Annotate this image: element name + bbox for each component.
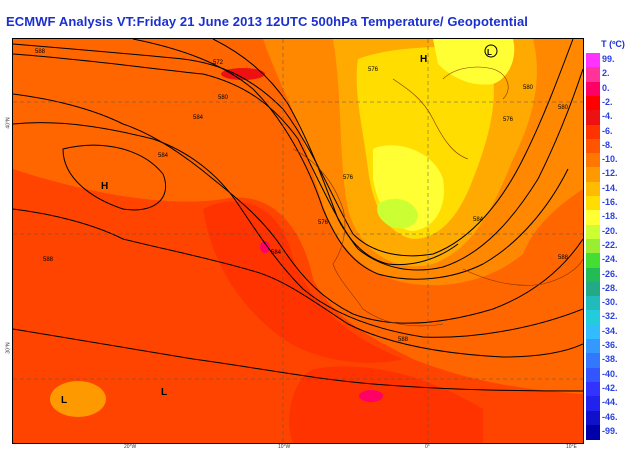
graticule bbox=[13, 39, 583, 443]
legend-label: -42. bbox=[602, 382, 618, 393]
lon-label: 0° bbox=[425, 444, 430, 450]
hot-spot-south bbox=[359, 390, 383, 402]
contour-label-group: 588 584 576 572 580 584 588 576 584 576 … bbox=[35, 49, 569, 343]
coastlines bbox=[292, 66, 583, 327]
map-title: ECMWF Analysis VT:Friday 21 June 2013 12… bbox=[6, 14, 528, 29]
legend-label: -36. bbox=[602, 340, 618, 350]
legend-label: -8. bbox=[602, 139, 613, 150]
contour-label: 588 bbox=[558, 255, 569, 261]
legend-swatch bbox=[586, 396, 600, 411]
legend-label: -24. bbox=[602, 254, 618, 265]
legend-swatch bbox=[586, 381, 600, 397]
north-cold-patch bbox=[433, 39, 515, 85]
legend-label: 2. bbox=[602, 68, 610, 79]
low-pressure-center: L bbox=[61, 395, 67, 406]
lat-label: 30°N bbox=[5, 342, 12, 354]
legend-title: T (ºC) bbox=[601, 39, 625, 49]
contour-label: 584 bbox=[158, 153, 169, 159]
legend-swatch bbox=[586, 267, 600, 283]
legend-swatch bbox=[586, 181, 600, 197]
legend-swatch bbox=[586, 324, 600, 340]
legend-label: -32. bbox=[602, 311, 618, 322]
legend-label: -46. bbox=[602, 411, 618, 422]
contour-label: 580 bbox=[218, 95, 229, 101]
lat-label: 40°N bbox=[5, 117, 12, 129]
contour-label: 580 bbox=[523, 85, 534, 91]
hot-spot-center bbox=[260, 241, 270, 253]
high-pressure-center: H bbox=[101, 181, 108, 192]
legend-label: -16. bbox=[602, 197, 618, 207]
contour-label: 576 bbox=[343, 175, 354, 181]
warm-core bbox=[203, 201, 403, 363]
legend-swatch bbox=[586, 95, 600, 111]
legend-label: -10. bbox=[602, 154, 618, 165]
contour-label: 576 bbox=[368, 67, 379, 73]
contour-label: 580 bbox=[558, 105, 569, 111]
legend-swatch bbox=[586, 367, 600, 383]
lon-label: 10°E bbox=[566, 444, 577, 450]
high-pressure-center: H bbox=[420, 54, 427, 65]
warm-south bbox=[289, 366, 483, 443]
legend-label: -12. bbox=[602, 168, 618, 179]
contour-label: 576 bbox=[318, 220, 329, 226]
legend-swatch bbox=[586, 110, 600, 125]
temperature-legend: 99. 2. 0. -2. -4. -6. -8. -10. -12. -14. -16. -18. -… bbox=[586, 53, 638, 441]
low-center-ring bbox=[484, 44, 498, 58]
legend-label: -99. bbox=[602, 425, 618, 436]
legend-swatch bbox=[586, 296, 600, 311]
legend-swatch bbox=[586, 224, 600, 240]
legend-swatch bbox=[586, 253, 600, 268]
legend-swatch bbox=[586, 238, 600, 254]
contour-label: 588 bbox=[43, 257, 54, 263]
legend-swatch bbox=[586, 138, 600, 154]
contour-label: 584 bbox=[473, 217, 484, 223]
legend-label: -30. bbox=[602, 297, 618, 308]
low-pressure-center: L bbox=[161, 387, 167, 398]
lon-label: 20°W bbox=[124, 444, 137, 450]
legend-label: -34. bbox=[602, 325, 618, 336]
legend-label: -22. bbox=[602, 239, 618, 250]
lon-label: 10°W bbox=[278, 444, 291, 450]
legend-label: 99. bbox=[602, 54, 615, 64]
legend-swatch bbox=[586, 196, 600, 211]
contour-label: 584 bbox=[271, 250, 282, 256]
contour-label: 588 bbox=[398, 337, 409, 343]
legend-label: -18. bbox=[602, 211, 618, 222]
legend-swatch bbox=[586, 53, 600, 68]
legend-label: -28. bbox=[602, 282, 618, 293]
legend-swatch bbox=[586, 353, 600, 369]
legend-swatch bbox=[586, 281, 600, 297]
legend-label: -44. bbox=[602, 397, 618, 408]
hot-streak-north bbox=[221, 68, 265, 80]
legend-label: -14. bbox=[602, 182, 618, 193]
weather-map: 588 584 576 572 580 584 588 576 584 576 … bbox=[12, 38, 584, 444]
legend-swatch bbox=[586, 67, 600, 83]
legend-swatch bbox=[586, 124, 600, 140]
map-canvas: 588 584 576 572 580 584 588 576 584 576 … bbox=[13, 39, 583, 443]
contour-label: 588 bbox=[35, 49, 46, 55]
legend-label: -26. bbox=[602, 268, 618, 279]
legend-label: -38. bbox=[602, 354, 618, 365]
legend-label: -20. bbox=[602, 225, 618, 236]
legend-label: -40. bbox=[602, 368, 618, 379]
warm-anomaly-sw bbox=[50, 381, 106, 417]
legend-swatch bbox=[586, 210, 600, 226]
legend-label: 0. bbox=[602, 82, 610, 93]
legend-label: -4. bbox=[602, 111, 613, 122]
legend-swatch bbox=[586, 153, 600, 168]
coldest-spot bbox=[377, 198, 418, 229]
legend-swatch bbox=[586, 310, 600, 326]
contour-label: 572 bbox=[213, 60, 224, 66]
contour-label: 584 bbox=[193, 115, 204, 121]
legend-swatch bbox=[586, 410, 600, 426]
low-pressure-center: L bbox=[487, 48, 492, 57]
contour-label: 576 bbox=[503, 117, 514, 123]
legend-label: -2. bbox=[602, 96, 613, 107]
legend-swatch bbox=[586, 424, 600, 440]
legend-swatch bbox=[586, 167, 600, 183]
legend-swatch bbox=[586, 81, 600, 97]
legend-swatch bbox=[586, 339, 600, 354]
legend-label: -6. bbox=[602, 125, 613, 136]
